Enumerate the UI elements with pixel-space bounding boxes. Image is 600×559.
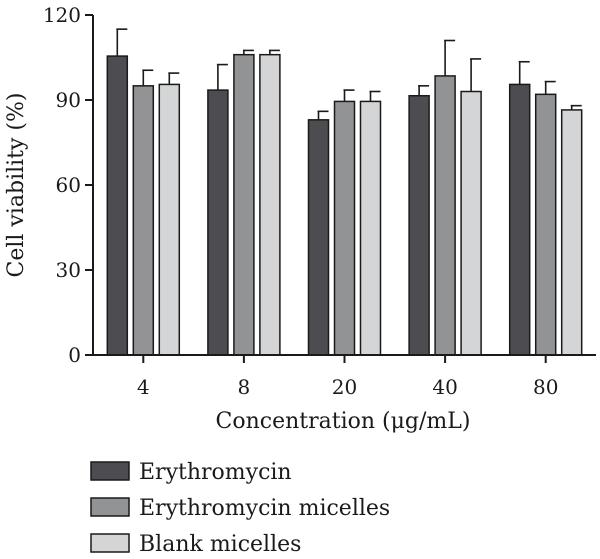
x-tick-label: 4 <box>137 375 150 399</box>
y-axis-title: Cell viability (%) <box>4 92 29 277</box>
bar <box>158 83 181 356</box>
bar <box>132 85 155 356</box>
legend-swatch <box>90 533 130 553</box>
x-tick-label: 80 <box>533 375 558 399</box>
x-tick-label: 8 <box>238 375 251 399</box>
y-tick-label: 60 <box>56 173 81 197</box>
x-axis-title: Concentration (μg/mL) <box>216 409 471 434</box>
bar <box>560 109 583 356</box>
x-tick-label: 20 <box>332 375 357 399</box>
x-tick-label: 40 <box>432 375 457 399</box>
y-tick-label: 30 <box>56 258 81 282</box>
y-axis-ticks: 0 30 60 90 120 <box>43 3 93 367</box>
bar <box>207 89 229 356</box>
x-axis-ticks: 4 8 20 40 80 <box>137 355 558 399</box>
bar <box>307 119 330 356</box>
bar <box>434 75 456 356</box>
y-tick-label: 120 <box>43 3 81 27</box>
legend-swatch <box>90 461 130 481</box>
legend-label: Erythromycin <box>139 460 292 485</box>
legend-swatch <box>90 497 130 517</box>
legend-label: Erythromycin micelles <box>139 496 390 521</box>
legend-label: Blank micelles <box>139 532 301 557</box>
plot-area <box>106 28 583 356</box>
bar <box>106 55 129 356</box>
bar <box>259 53 281 356</box>
bar <box>408 95 430 356</box>
bar <box>534 93 557 356</box>
bar <box>233 53 255 356</box>
bar <box>460 90 482 356</box>
y-tick-label: 0 <box>68 343 81 367</box>
legend: Erythromycin Erythromycin micelles Blank m… <box>90 460 390 557</box>
y-tick-label: 90 <box>56 88 81 112</box>
bar <box>333 100 356 356</box>
bar <box>359 100 382 356</box>
bar <box>508 83 531 356</box>
